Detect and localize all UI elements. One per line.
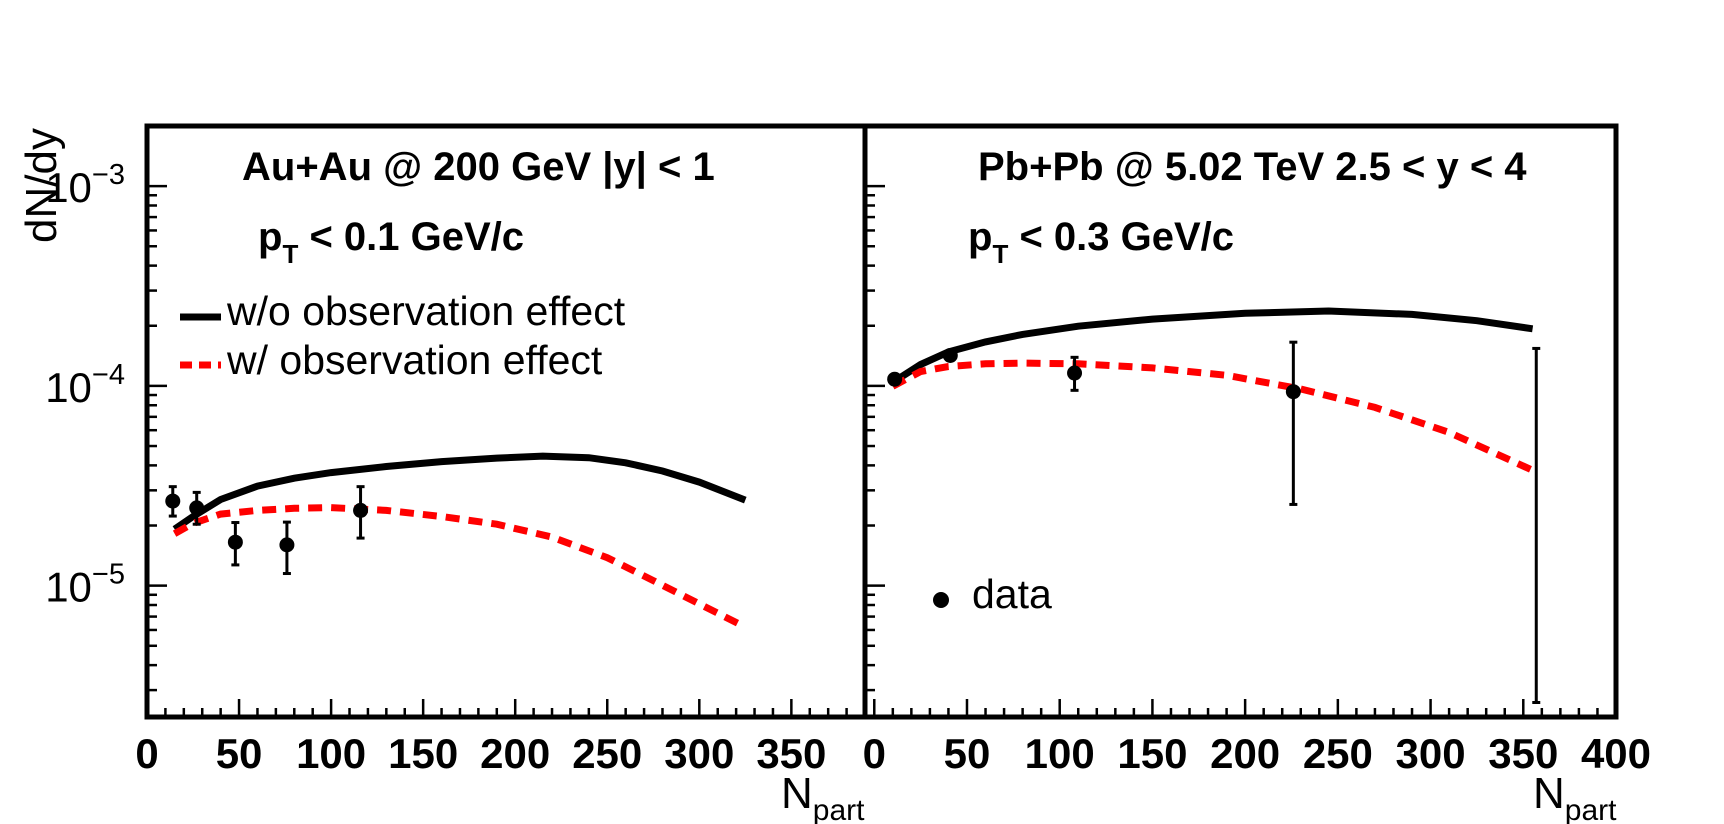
right-curve-with-observation-effect xyxy=(891,359,1535,474)
left-x-tick-label: 150 xyxy=(388,730,458,777)
left-x-ticks: 0 50 100 150 200 250 300 350 xyxy=(135,699,867,777)
left-x-tick-label: 250 xyxy=(572,730,642,777)
legend-data-marker xyxy=(933,592,949,608)
left-data-point xyxy=(353,502,369,518)
right-panel: 0 50 100 150 200 250 300 350 400 Pb+Pb @ 5.02 Te… xyxy=(862,123,1651,824)
left-curve-with-observation-effect xyxy=(172,504,747,631)
right-x-ticks: 0 50 100 150 200 250 300 350 400 xyxy=(863,699,1651,777)
left-x-axis-title: Npart xyxy=(781,769,865,824)
left-data-point xyxy=(227,534,243,550)
right-curve-without-observation-effect xyxy=(894,307,1534,383)
left-x-tick-label: 200 xyxy=(480,730,550,777)
right-pt-cut: pT < 0.3 GeV/c xyxy=(968,215,1234,269)
right-x-tick-label: 0 xyxy=(863,730,886,777)
right-y-ticks xyxy=(865,124,885,692)
left-x-tick-label: 350 xyxy=(756,730,826,777)
left-y-ticks: 10−3 10−4 10−5 xyxy=(45,124,167,692)
left-pt-cut: pT < 0.1 GeV/c xyxy=(258,215,524,269)
right-x-tick-label: 150 xyxy=(1117,730,1187,777)
legend-label-without-effect: w/o observation effect xyxy=(226,288,626,334)
right-data-marks xyxy=(887,307,1541,705)
y-axis-title: dN/dy xyxy=(17,128,66,243)
right-data-point xyxy=(1285,384,1301,400)
y-tick-label: 10−3 xyxy=(45,159,125,211)
right-x-axis-title: Npart xyxy=(1533,769,1617,824)
right-x-tick-label: 50 xyxy=(944,730,991,777)
left-panel-title: Au+Au @ 200 GeV |y| < 1 xyxy=(242,145,715,189)
right-panel-title: Pb+Pb @ 5.02 TeV 2.5 < y < 4 xyxy=(978,145,1527,189)
right-data-point xyxy=(887,371,903,387)
right-x-tick-label: 300 xyxy=(1396,730,1466,777)
right-data-point xyxy=(1067,365,1083,381)
legend-label-data: data xyxy=(972,571,1052,617)
left-x-tick-label: 0 xyxy=(135,730,158,777)
y-tick-label: 10−4 xyxy=(45,359,125,411)
right-x-tick-label: 400 xyxy=(1581,730,1651,777)
y-tick-label: 10−5 xyxy=(45,559,125,611)
left-data-point xyxy=(189,500,205,516)
right-axes-frame xyxy=(862,123,1619,720)
right-data-point xyxy=(942,347,958,363)
left-data-point xyxy=(279,537,295,553)
right-x-tick-label: 100 xyxy=(1025,730,1095,777)
left-data-marks xyxy=(165,452,747,631)
left-data-point xyxy=(165,493,181,509)
left-x-tick-label: 300 xyxy=(664,730,734,777)
left-panel: 0 50 100 150 200 250 300 350 10−3 10−4 10−5 Au+Au… xyxy=(17,123,868,824)
right-x-tick-label: 350 xyxy=(1488,730,1558,777)
left-curve-without-observation-effect xyxy=(172,452,747,532)
left-x-tick-label: 100 xyxy=(296,730,366,777)
left-x-tick-label: 50 xyxy=(216,730,263,777)
right-x-tick-label: 200 xyxy=(1210,730,1280,777)
right-x-tick-label: 250 xyxy=(1303,730,1373,777)
legend-label-with-effect: w/ observation effect xyxy=(226,337,603,383)
